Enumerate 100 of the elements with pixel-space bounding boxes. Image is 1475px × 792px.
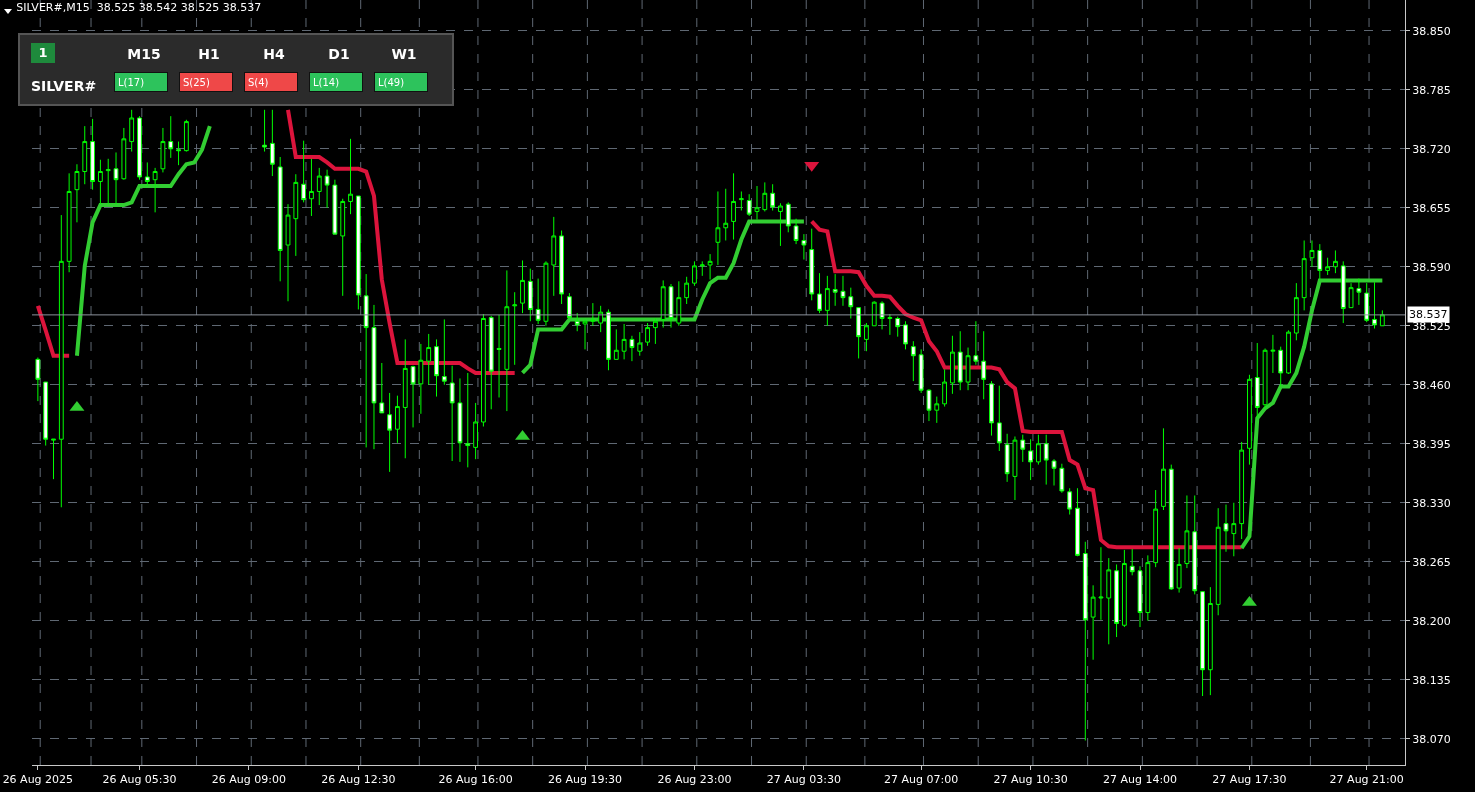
annotation: D1 xyxy=(327,46,351,62)
candlestick xyxy=(332,179,338,235)
annotation: 1 xyxy=(31,43,55,63)
candlestick xyxy=(926,388,932,422)
candlestick xyxy=(582,318,588,350)
candlestick xyxy=(1004,433,1010,483)
candlestick xyxy=(699,260,705,277)
candlestick xyxy=(840,275,846,307)
annotation: W1 xyxy=(390,46,418,62)
candlestick xyxy=(942,368,948,408)
candlestick xyxy=(762,181,768,212)
candlestick xyxy=(324,169,330,209)
annotation: S(25) xyxy=(179,72,233,92)
candlestick xyxy=(957,330,963,391)
candlestick xyxy=(74,163,80,223)
x-tick-label: 26 Aug 19:30 xyxy=(547,773,623,787)
candlestick xyxy=(1239,441,1245,540)
candlestick xyxy=(950,335,955,395)
candlestick xyxy=(426,333,432,386)
y-tick-label: 38.460 xyxy=(1412,378,1451,392)
y-tick-label: 38.395 xyxy=(1412,437,1451,451)
y-tick-label: 38.655 xyxy=(1412,201,1451,215)
candlestick xyxy=(989,380,994,437)
x-tick-label: 26 Aug 12:30 xyxy=(321,773,396,787)
candlestick xyxy=(793,218,799,245)
candlestick xyxy=(434,338,439,398)
candlestick xyxy=(269,109,275,177)
candlestick xyxy=(1090,584,1096,661)
candlestick xyxy=(707,253,713,280)
candlestick xyxy=(1184,494,1190,569)
candlestick xyxy=(1129,548,1135,576)
annotation: SILVER# xyxy=(31,78,97,94)
candlestick xyxy=(652,318,658,345)
candlestick xyxy=(1247,374,1252,466)
candlestick xyxy=(1270,334,1276,374)
candlestick xyxy=(355,195,361,310)
candlestick xyxy=(82,125,88,185)
candlestick xyxy=(1200,591,1205,697)
candlestick xyxy=(895,316,901,338)
candlestick xyxy=(441,318,447,386)
candlestick xyxy=(395,395,400,444)
candlestick xyxy=(1153,489,1159,568)
annotation: M15 xyxy=(126,46,162,62)
candlestick xyxy=(504,269,510,412)
candlestick xyxy=(1067,487,1073,516)
candlestick xyxy=(1348,282,1354,309)
candlestick xyxy=(1340,260,1346,324)
candlestick xyxy=(1356,278,1362,306)
candlestick xyxy=(1278,346,1284,388)
x-tick-label: 26 Aug 09:00 xyxy=(211,773,286,787)
candlestick xyxy=(629,335,635,362)
y-tick-label: 38.720 xyxy=(1412,142,1451,156)
candlestick xyxy=(277,156,283,282)
candlestick xyxy=(770,183,776,212)
candlestick xyxy=(934,396,940,424)
candlestick xyxy=(590,302,596,327)
candlestick xyxy=(660,279,666,329)
candlestick xyxy=(864,322,869,352)
candlestick xyxy=(566,292,572,319)
candlestick xyxy=(559,230,564,305)
candlestick xyxy=(43,381,49,447)
candlestick xyxy=(371,304,377,450)
candlestick xyxy=(887,313,893,336)
annotation: L(17) xyxy=(114,72,168,92)
y-tick-label: 38.590 xyxy=(1412,260,1451,274)
candlestick xyxy=(97,159,103,205)
candlestick xyxy=(137,115,142,181)
x-tick-label: 26 Aug 05:30 xyxy=(102,773,177,787)
x-tick-label: 27 Aug 03:30 xyxy=(766,773,841,787)
candlestick xyxy=(293,173,299,257)
candlestick xyxy=(58,214,64,508)
candlestick xyxy=(488,315,494,410)
x-tick-label: 26 Aug 16:00 xyxy=(438,773,513,787)
candlestick xyxy=(418,343,424,415)
candlestick xyxy=(535,278,541,325)
candlestick xyxy=(754,185,760,221)
candlestick xyxy=(176,141,181,166)
candlestick xyxy=(731,172,736,241)
candlestick xyxy=(160,127,166,173)
candlestick xyxy=(1161,427,1166,511)
candlestick xyxy=(645,322,650,347)
candlestick xyxy=(621,323,627,360)
candlestick xyxy=(715,190,721,266)
candlestick xyxy=(871,300,877,327)
candlestick xyxy=(606,308,611,371)
candlestick xyxy=(1028,438,1033,481)
candlestick xyxy=(543,260,549,327)
candlestick xyxy=(981,330,987,400)
candlestick xyxy=(637,331,643,357)
candlestick xyxy=(1231,502,1237,557)
candlestick xyxy=(613,328,619,360)
candlestick xyxy=(168,115,174,159)
candlestick xyxy=(910,340,916,382)
candlestick xyxy=(1168,464,1174,591)
candlestick xyxy=(90,118,95,191)
x-tick-label: 26 Aug 2025 xyxy=(2,773,74,787)
x-tick-label: 27 Aug 07:00 xyxy=(884,773,959,787)
candlestick xyxy=(746,193,752,217)
candlestick xyxy=(449,365,455,462)
annotation: L(49) xyxy=(374,72,428,92)
